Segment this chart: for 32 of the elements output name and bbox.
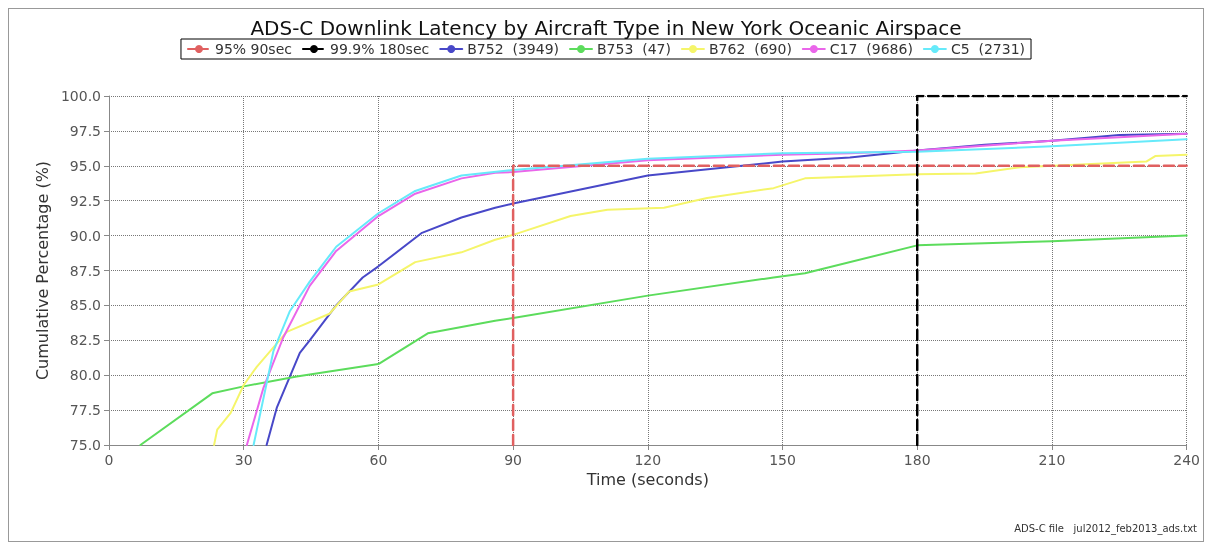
legend-label: C5 (2731) — [950, 41, 1026, 57]
legend-label: B762 (690) — [708, 41, 792, 57]
x-axis-title: Time (seconds) — [585, 470, 709, 490]
y-tick-label: 75.0 — [69, 437, 101, 453]
y-tick-label: 80.0 — [69, 367, 101, 384]
y-tick-label: 77.5 — [69, 402, 101, 419]
x-tick-label: 120 — [634, 452, 662, 468]
text: ADS-C file jul2012_feb2013_ads.txt — [1014, 522, 1198, 535]
legend-label: B752 (3949) — [467, 41, 559, 57]
legend-label: 95% 90sec — [214, 41, 292, 57]
y-tick-label: 95.0 — [69, 157, 101, 174]
y-tick-label: 100.0 — [60, 88, 101, 104]
chart-title: ADS-C Downlink Latency by Aircraft Type in New York Oceanic Airspace — [250, 16, 962, 40]
y-axis-title: Cumulative Percentage (%) — [32, 160, 52, 381]
y-tick-label: 92.5 — [69, 192, 101, 209]
x-tick-label: 30 — [234, 452, 253, 468]
x-tick-label: 150 — [769, 452, 796, 468]
y-tick-label: 90.0 — [69, 227, 101, 244]
x-tick-label: 90 — [504, 452, 523, 468]
line-series — [139, 234, 1188, 446]
legend-label: 99.9% 180sec — [329, 41, 430, 57]
x-tick-label: 0 — [104, 452, 114, 468]
x-tick-label: 240 — [1173, 452, 1201, 468]
y-tick-label: 85.0 — [69, 297, 101, 314]
y-tick-label: 97.5 — [69, 122, 101, 139]
x-tick-label: 180 — [903, 452, 931, 468]
y-tick-label: 82.5 — [69, 332, 101, 349]
legend-label: B753 (47) — [597, 41, 671, 57]
x-tick-label: 60 — [369, 452, 388, 468]
x-tick-label: 210 — [1038, 452, 1066, 468]
legend-label: C17 (9686) — [829, 41, 913, 57]
y-tick-label: 87.5 — [69, 262, 101, 279]
